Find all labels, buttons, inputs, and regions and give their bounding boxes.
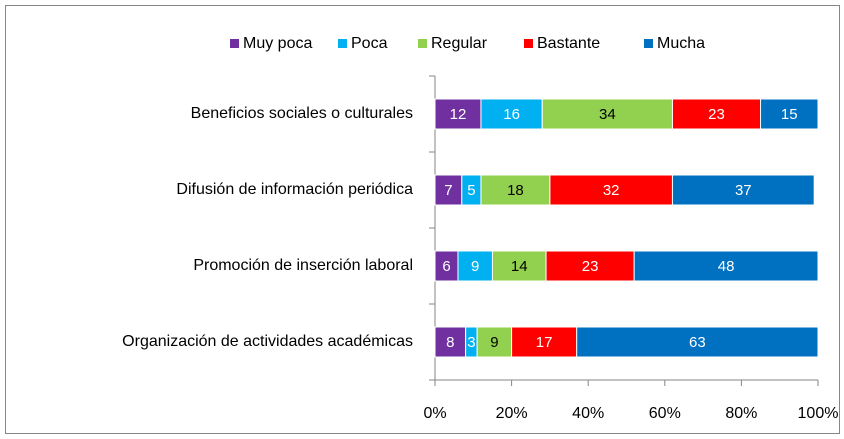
- data-label: 9: [471, 258, 479, 275]
- category-label: Organización de actividades académicas: [122, 333, 413, 350]
- legend-label: Regular: [431, 35, 488, 52]
- bar-segment: [434, 326, 467, 358]
- x-tick-label: 40%: [572, 405, 604, 422]
- legend-swatch: [524, 39, 533, 48]
- data-label: 32: [603, 182, 620, 199]
- data-label: 16: [503, 106, 520, 123]
- data-label: 23: [582, 258, 599, 275]
- bar-segment: [760, 98, 819, 130]
- x-tick-label: 80%: [725, 405, 757, 422]
- data-label: 18: [507, 182, 524, 199]
- bar-segment: [671, 98, 762, 130]
- chart-frame: [5, 5, 840, 434]
- bar-segment: [480, 98, 543, 130]
- data-label: 15: [781, 106, 798, 123]
- legend-label: Muy poca: [243, 35, 312, 52]
- bar-segment: [576, 326, 819, 358]
- data-label: 7: [444, 182, 452, 199]
- data-label: 12: [450, 106, 467, 123]
- legend-label: Bastante: [537, 35, 600, 52]
- data-label: 14: [511, 258, 528, 275]
- legend-label: Poca: [351, 35, 388, 52]
- bar-segment: [480, 174, 551, 206]
- category-label: Promoción de inserción laboral: [193, 257, 413, 274]
- x-tick-label: 60%: [649, 405, 681, 422]
- bar-segment: [457, 250, 493, 282]
- data-label: 9: [490, 334, 498, 351]
- bar-segment: [434, 174, 463, 206]
- data-label: 23: [708, 106, 725, 123]
- legend-swatch: [230, 39, 239, 48]
- legend-swatch: [418, 39, 427, 48]
- data-label: 8: [446, 334, 454, 351]
- category-label: Difusión de información periódica: [176, 181, 413, 198]
- legend-swatch: [338, 39, 347, 48]
- data-label: 17: [536, 334, 553, 351]
- data-label: 34: [599, 106, 616, 123]
- data-label: 48: [718, 258, 735, 275]
- bar-segment: [511, 326, 578, 358]
- bar-segment: [476, 326, 513, 358]
- category-label: Beneficios sociales o culturales: [191, 105, 413, 122]
- bar-segment: [671, 174, 815, 206]
- bar-segment: [549, 174, 673, 206]
- bar-segment: [633, 250, 819, 282]
- x-tick-label: 100%: [798, 405, 839, 422]
- data-label: 37: [735, 182, 752, 199]
- data-label: 5: [467, 182, 475, 199]
- bar-segment: [541, 98, 673, 130]
- data-label: 6: [442, 258, 450, 275]
- bar-segment: [491, 250, 547, 282]
- x-tick-label: 20%: [496, 405, 528, 422]
- legend-label: Mucha: [657, 35, 705, 52]
- data-label: 63: [689, 334, 706, 351]
- x-tick-label: 0%: [423, 405, 446, 422]
- legend-swatch: [644, 39, 653, 48]
- data-label: 3: [467, 334, 475, 351]
